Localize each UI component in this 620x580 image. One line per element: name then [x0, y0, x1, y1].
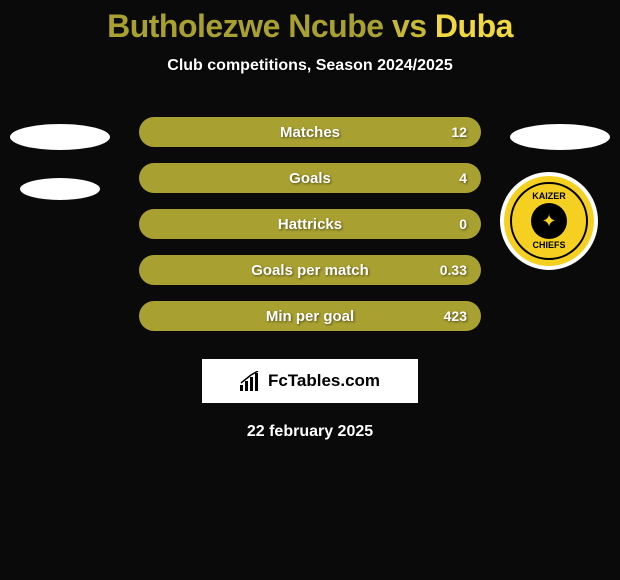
subtitle: Club competitions, Season 2024/2025	[0, 57, 620, 75]
player-right-name: Duba	[435, 8, 513, 44]
left-placeholder-group	[10, 124, 110, 200]
stat-bar-goals: Goals 4	[139, 163, 481, 193]
date-text: 22 february 2025	[0, 423, 620, 441]
comparison-card: Butholezwe Ncube vs Duba Club competitio…	[0, 0, 620, 441]
stat-label: Matches	[280, 124, 340, 141]
badge-text-top: KAIZER	[512, 192, 586, 201]
player-left-name: Butholezwe Ncube	[107, 8, 383, 44]
placeholder-oval	[20, 178, 100, 200]
stat-label: Min per goal	[266, 308, 354, 325]
stat-bar-hattricks: Hattricks 0	[139, 209, 481, 239]
chart-icon	[240, 371, 262, 391]
page-title: Butholezwe Ncube vs Duba	[0, 0, 620, 45]
stat-label: Hattricks	[278, 216, 342, 233]
stat-value: 12	[451, 124, 467, 140]
stat-label: Goals	[289, 170, 331, 187]
brand-box[interactable]: FcTables.com	[202, 359, 418, 403]
placeholder-oval	[10, 124, 110, 150]
stat-bar-matches: Matches 12	[139, 117, 481, 147]
placeholder-oval	[510, 124, 610, 150]
stat-bar-mpg: Min per goal 423	[139, 301, 481, 331]
stat-value: 0	[459, 216, 467, 232]
vs-text: vs	[392, 8, 435, 44]
badge-text-bottom: CHIEFS	[512, 241, 586, 250]
stat-value: 4	[459, 170, 467, 186]
club-badge-inner: KAIZER ✦ CHIEFS	[510, 182, 588, 260]
stat-label: Goals per match	[251, 262, 369, 279]
badge-center-icon: ✦	[531, 203, 567, 239]
stat-bar-gpm: Goals per match 0.33	[139, 255, 481, 285]
stat-value: 423	[444, 308, 467, 324]
stat-value: 0.33	[440, 262, 467, 278]
club-badge: KAIZER ✦ CHIEFS	[500, 172, 598, 270]
brand-text: FcTables.com	[268, 371, 380, 391]
